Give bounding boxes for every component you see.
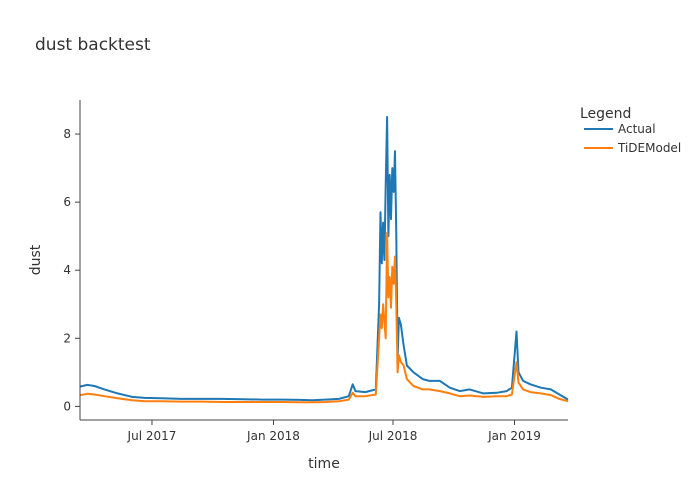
y-tick-label: 4	[63, 263, 71, 277]
legend-label: Actual	[618, 122, 656, 136]
legend-label: TiDEModel	[617, 141, 681, 155]
series-layer	[79, 116, 569, 404]
y-axis-title: dust	[28, 244, 44, 275]
y-tick-label: 0	[63, 399, 71, 413]
legend-title: Legend	[580, 106, 631, 122]
series-line-actual	[79, 116, 569, 402]
y-tick-label: 8	[63, 127, 71, 141]
plot-area: 0 2 4 6 8 Jul 2017 Jan 2018 Jul 2018 Jan 2019	[63, 100, 569, 443]
legend: Legend Actual TiDEModel	[580, 106, 681, 155]
x-tick-label: Jul 2017	[127, 429, 177, 443]
y-axis-ticks: 0 2 4 6 8	[63, 127, 80, 413]
x-tick-label: Jan 2018	[246, 429, 300, 443]
chart-title: dust backtest	[35, 35, 151, 55]
x-axis-title: time	[308, 456, 340, 472]
x-tick-label: Jul 2018	[368, 429, 418, 443]
legend-items: Actual TiDEModel	[584, 122, 681, 155]
y-tick-label: 2	[63, 331, 71, 345]
x-tick-label: Jan 2019	[487, 429, 541, 443]
y-tick-label: 6	[63, 195, 71, 209]
x-axis-ticks: Jul 2017 Jan 2018 Jul 2018 Jan 2019	[127, 420, 541, 443]
series-line-tidemodel	[79, 231, 569, 404]
